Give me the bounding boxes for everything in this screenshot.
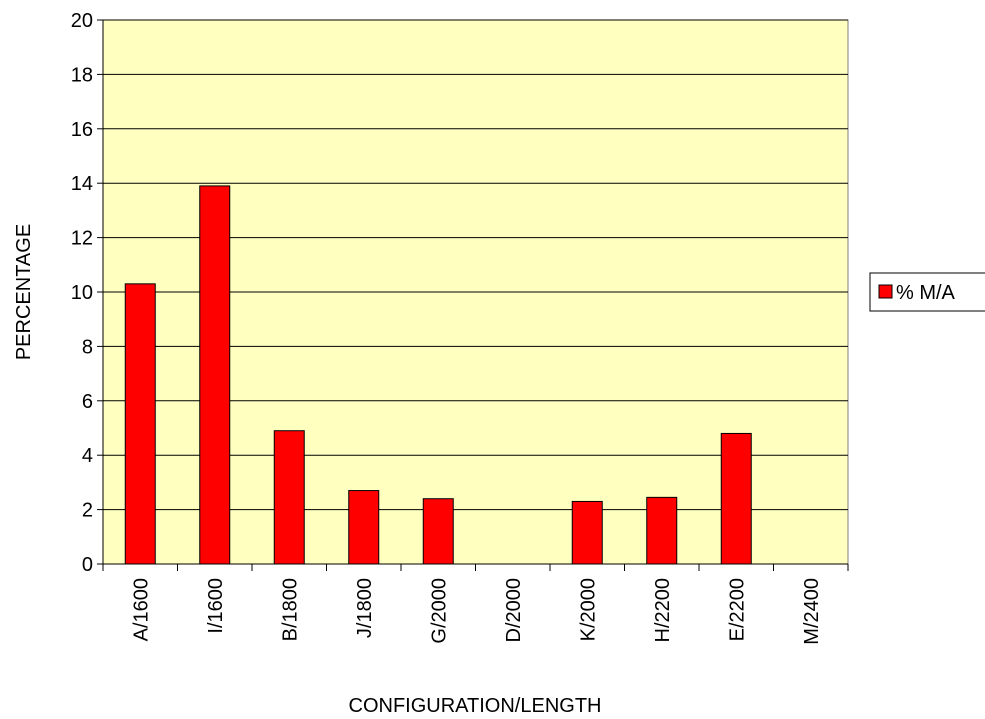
bar (646, 496, 678, 565)
y-tick-label: 10 (71, 282, 93, 304)
x-tick-label: M/2400 (801, 578, 823, 645)
y-tick-label: 2 (82, 500, 93, 522)
bar (571, 500, 603, 565)
bar (199, 185, 231, 565)
bar (124, 283, 156, 565)
y-tick-label: 6 (82, 391, 93, 413)
bar (422, 498, 454, 565)
x-tick-label: A/1600 (130, 578, 152, 641)
x-tick-label: D/2000 (503, 578, 525, 643)
y-tick-label: 0 (82, 554, 93, 576)
x-tick-label: B/1800 (279, 578, 301, 641)
y-tick-label: 12 (71, 228, 93, 250)
y-tick-label: 18 (71, 64, 93, 86)
x-tick-label: I/1600 (205, 578, 227, 634)
y-tick-label: 8 (82, 336, 93, 358)
x-tick-label: H/2200 (652, 578, 674, 643)
legend-label: % M/A (896, 282, 956, 304)
x-tick-label: K/2000 (577, 578, 599, 641)
x-axis-label: CONFIGURATION/LENGTH (349, 695, 602, 717)
y-tick-label: 16 (71, 119, 93, 141)
bar (720, 432, 752, 565)
bar (273, 430, 305, 565)
x-tick-label: G/2000 (428, 578, 450, 644)
x-tick-label: E/2200 (726, 578, 748, 641)
legend-swatch (878, 284, 893, 299)
y-tick-label: 4 (82, 445, 93, 467)
x-tick-label: J/1800 (354, 578, 376, 638)
y-tick-label: 14 (71, 173, 93, 195)
bar (348, 490, 380, 565)
y-tick-label: 20 (71, 10, 93, 32)
y-axis-label: PERCENTAGE (13, 224, 35, 360)
